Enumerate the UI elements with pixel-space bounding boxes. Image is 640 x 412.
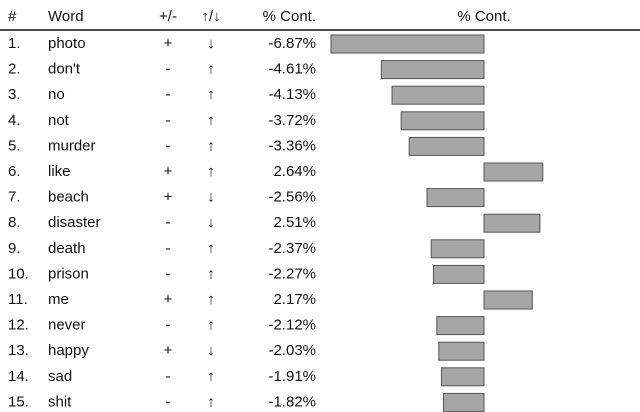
sign: + [164, 189, 173, 206]
rank: 10. [8, 265, 29, 282]
word: don't [48, 61, 81, 78]
word: prison [48, 265, 89, 282]
sign: - [166, 393, 171, 410]
value-label: -4.13% [268, 86, 316, 103]
bar [330, 34, 485, 54]
value-label: 2.17% [273, 291, 316, 308]
rank: 15. [8, 393, 29, 410]
column-header: # [8, 8, 17, 25]
arrow: ↓ [207, 189, 215, 206]
bar [430, 239, 485, 259]
value-label: -2.12% [268, 317, 316, 334]
column-header: % Cont. [263, 8, 316, 25]
word: death [48, 240, 86, 257]
sign: + [164, 342, 173, 359]
bar [440, 367, 485, 387]
bar [400, 111, 485, 131]
arrow: ↑ [207, 61, 215, 78]
arrow: ↑ [207, 163, 215, 180]
sign: + [164, 35, 173, 52]
rank: 4. [8, 112, 21, 129]
arrow: ↑ [207, 112, 215, 129]
value-label: -3.72% [268, 112, 316, 129]
bar [380, 60, 485, 80]
column-header: +/- [159, 8, 177, 25]
rank: 13. [8, 342, 29, 359]
rank: 1. [8, 35, 21, 52]
bar [432, 264, 485, 284]
bar [426, 188, 485, 208]
arrow: ↑ [207, 86, 215, 103]
sign: - [166, 86, 171, 103]
sign: - [166, 240, 171, 257]
word: murder [48, 137, 96, 154]
value-label: 2.64% [273, 163, 316, 180]
sign: + [164, 163, 173, 180]
rank: 12. [8, 317, 29, 334]
rank: 14. [8, 368, 29, 385]
bar [483, 213, 541, 233]
rank: 11. [8, 291, 28, 308]
word: beach [48, 189, 89, 206]
rank: 9. [8, 240, 21, 257]
arrow: ↑ [207, 265, 215, 282]
arrow: ↓ [207, 35, 215, 52]
column-header: % Cont. [457, 8, 510, 25]
arrow: ↑ [207, 317, 215, 334]
word: photo [48, 35, 86, 52]
bar [436, 316, 485, 336]
bar [483, 162, 544, 182]
value-label: -2.56% [268, 189, 316, 206]
bar [483, 290, 533, 310]
arrow: ↑ [207, 291, 215, 308]
sign: - [166, 61, 171, 78]
sign: - [166, 137, 171, 154]
rank: 8. [8, 214, 21, 231]
word: me [48, 291, 69, 308]
bar [442, 392, 485, 412]
arrow: ↑ [207, 393, 215, 410]
arrow: ↓ [207, 214, 215, 231]
value-label: -1.82% [268, 393, 316, 410]
column-header: ↑/↓ [201, 8, 220, 25]
column-header: Word [48, 8, 84, 25]
word: happy [48, 342, 89, 359]
word: never [48, 317, 86, 334]
sign: - [166, 317, 171, 334]
arrow: ↑ [207, 240, 215, 257]
arrow: ↑ [207, 137, 215, 154]
value-label: -2.37% [268, 240, 316, 257]
value-label: -4.61% [268, 61, 316, 78]
sign: - [166, 265, 171, 282]
sign: - [166, 112, 171, 129]
word: like [48, 163, 71, 180]
arrow: ↑ [207, 368, 215, 385]
rank: 3. [8, 86, 21, 103]
value-label: -3.36% [268, 137, 316, 154]
sign: + [164, 291, 173, 308]
word: sad [48, 368, 72, 385]
value-label: -1.91% [268, 368, 316, 385]
arrow: ↓ [207, 342, 215, 359]
bar [391, 85, 485, 105]
rank: 6. [8, 163, 21, 180]
rank: 2. [8, 61, 21, 78]
word: disaster [48, 214, 101, 231]
rank: 5. [8, 137, 21, 154]
sign: - [166, 214, 171, 231]
value-label: -2.03% [268, 342, 316, 359]
word: not [48, 112, 70, 129]
value-label: -2.27% [268, 265, 316, 282]
bar [438, 341, 485, 361]
word: shit [48, 393, 72, 410]
rank: 7. [8, 189, 21, 206]
word: no [48, 86, 65, 103]
bar [408, 136, 485, 156]
value-label: -6.87% [268, 35, 316, 52]
value-label: 2.51% [273, 214, 316, 231]
sign: - [166, 368, 171, 385]
